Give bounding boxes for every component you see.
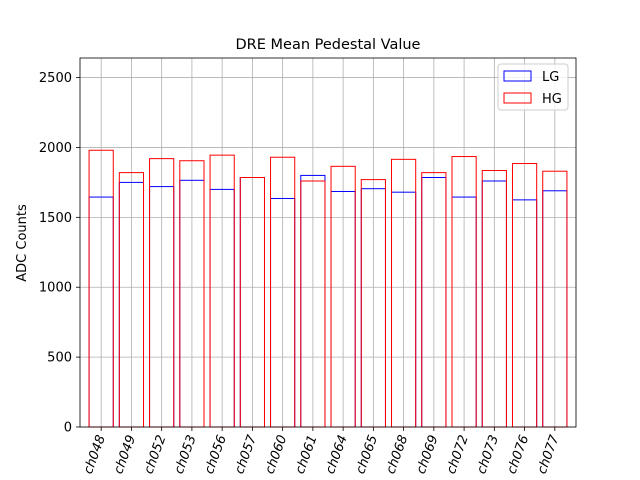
y-tick-label: 500: [47, 351, 72, 366]
x-tick-label: ch060: [263, 433, 291, 476]
y-tick-label: 2000: [39, 141, 72, 156]
legend-swatch-lg: [503, 70, 532, 82]
x-tick-label: ch052: [142, 433, 170, 476]
grid: [80, 58, 576, 428]
x-tick-label: ch057: [232, 433, 260, 477]
x-tick-label: ch049: [111, 433, 139, 476]
y-axis-label: ADC Counts: [15, 204, 30, 282]
x-tick-label: ch077: [535, 433, 563, 477]
legend: LG HG: [497, 63, 569, 111]
x-tick-label: ch073: [474, 433, 502, 476]
x-tick-label: ch053: [172, 433, 200, 476]
y-tick-label: 1500: [39, 211, 72, 226]
y-tick-label: 0: [64, 421, 72, 436]
x-tick-label: ch069: [414, 433, 442, 476]
chart-title: DRE Mean Pedestal Value: [236, 37, 421, 53]
x-tick-label: ch056: [202, 433, 230, 476]
x-tick-label: ch048: [81, 433, 109, 476]
plot-frame: [79, 57, 577, 428]
x-tick-label: ch072: [444, 433, 472, 476]
legend-swatch-hg: [503, 92, 532, 104]
x-tick-label: ch065: [353, 433, 381, 476]
x-tick-label: ch061: [293, 433, 321, 476]
x-tick-label: ch076: [504, 433, 532, 476]
y-tick-label: 2500: [39, 71, 72, 86]
x-tick-label: ch068: [384, 433, 412, 476]
x-tick-label: ch064: [323, 433, 351, 476]
y-tick-label: 1000: [39, 281, 72, 296]
legend-label-hg: HG: [542, 92, 562, 107]
legend-label-lg: LG: [542, 70, 559, 85]
legend-box: [497, 63, 569, 111]
bars: [88, 149, 568, 428]
